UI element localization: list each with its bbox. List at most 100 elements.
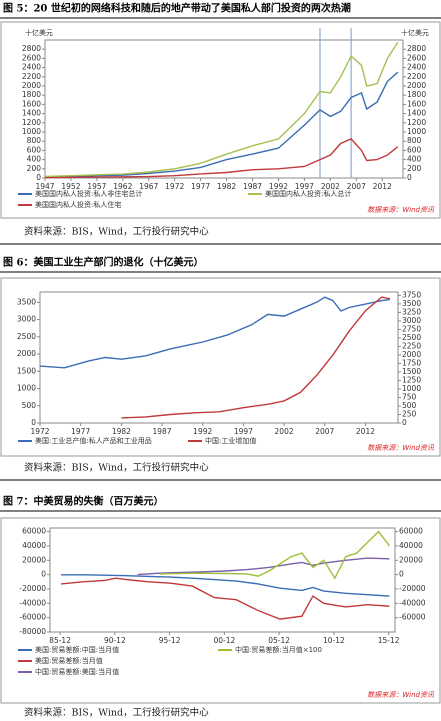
x-tick-label: 15-12: [378, 636, 400, 645]
y2-tick-label: 600: [407, 145, 422, 154]
y2-tick-label: 400: [407, 155, 422, 164]
series-line: [61, 574, 390, 597]
y2-tick-label: 250: [402, 409, 417, 418]
y-tick-label: 2500: [17, 332, 36, 341]
legend-label: 美国国内私人投资:私人总计: [265, 189, 351, 198]
y-tick-label: 1800: [22, 90, 41, 99]
x-tick-label: 90-12: [104, 636, 126, 645]
x-tick-label: 1967: [139, 182, 158, 191]
y2-tick-label: 3750: [402, 290, 421, 299]
y-tick-label: 2800: [22, 44, 41, 53]
x-tick-label: 1957: [87, 182, 106, 191]
note: 资料来源：BIS，Wind，工行投行研究中心: [24, 707, 209, 719]
y-tick-label: 0: [41, 570, 46, 579]
chart-frame: [0, 21, 441, 219]
legend-label: 中国:工业增加值: [205, 436, 256, 445]
y-tick-label: 60000: [22, 527, 46, 536]
y2-tick-label: 3500: [402, 299, 421, 308]
y2-tick-label: 2800: [407, 44, 426, 53]
y2-tick-label: 750: [402, 392, 417, 401]
y-tick-label: -80000: [19, 627, 46, 636]
x-tick-label: 1972: [165, 182, 184, 191]
y2-tick-label: 2200: [407, 72, 426, 81]
x-tick-label: 1992: [193, 427, 212, 436]
figure-title: 图 6：美国工业生产部门的退化（十亿美元）: [3, 256, 203, 269]
y2-tick-label: 0: [402, 418, 407, 427]
x-tick-label: 2012: [356, 427, 375, 436]
y2-tick-label: -60000: [399, 613, 426, 622]
x-tick-label: 1987: [152, 427, 171, 436]
legend-label: 美国国内私人投资:私人住宅: [35, 200, 121, 209]
figure-title: 图 5：20 世纪初的网络科技和随后的地产带动了美国私人部门投资的两次热潮: [3, 2, 351, 15]
y-tick-label: 200: [27, 164, 42, 173]
legend-label: 中国:贸易差额:美国:当月值: [35, 667, 119, 676]
y-tick-label: 500: [22, 401, 37, 410]
y2-tick-label: 1200: [407, 118, 426, 127]
x-tick-label: 1962: [113, 182, 132, 191]
y-tick-label: 3500: [17, 297, 36, 306]
x-tick-label: 1977: [191, 182, 210, 191]
y2-tick-label: 1750: [402, 358, 421, 367]
legend-label: 美国:工业总产值:私人产品和工业用品: [35, 436, 152, 445]
y2-tick-label: 2750: [402, 324, 421, 333]
y2-tick-label: 1250: [402, 375, 421, 384]
y-tick-label: 2000: [22, 81, 41, 90]
y-tick-label: -60000: [19, 613, 46, 622]
plot-frame: [39, 291, 399, 424]
y2-tick-label: 1000: [407, 127, 426, 136]
y2-tick-label: 200: [407, 164, 422, 173]
y-tick-label: 1200: [22, 118, 41, 127]
y2-tick-label: 2400: [407, 63, 426, 72]
source: 数据来源：Wind资讯: [367, 206, 435, 214]
y-tick-label: 2000: [17, 349, 36, 358]
y2-tick-label: 60000: [399, 527, 423, 536]
y2-tick-label: 1600: [407, 99, 426, 108]
y-tick-label: 1000: [17, 384, 36, 393]
source: 数据来源：Wind资讯: [367, 691, 435, 699]
x-tick-label: 1997: [234, 427, 253, 436]
x-tick-label: 1982: [112, 427, 131, 436]
x-tick-label: 85-12: [49, 636, 71, 645]
y2-tick-label: 500: [402, 401, 417, 410]
y2-tick-label: 800: [407, 136, 422, 145]
y2-unit: 十亿美元: [401, 28, 429, 37]
y-tick-label: 0: [31, 418, 36, 427]
series-line: [60, 577, 390, 620]
y2-tick-label: -40000: [399, 598, 426, 607]
x-tick-label: 95-12: [159, 636, 181, 645]
plot-frame: [49, 527, 396, 633]
legend-label: 美国:贸易差额:当月值: [35, 656, 103, 665]
series-line: [137, 557, 390, 576]
x-tick-label: 10-12: [323, 636, 345, 645]
y2-tick-label: 3000: [402, 316, 421, 325]
figure-title: 图 7：中美贸易的失衡（百万美元）: [3, 495, 163, 508]
x-tick-label: 2002: [275, 427, 294, 436]
y2-tick-label: 3250: [402, 307, 421, 316]
x-tick-label: 1947: [35, 182, 54, 191]
y2-tick-label: 2600: [407, 53, 426, 62]
series-line: [121, 296, 391, 419]
x-tick-label: 2002: [321, 182, 340, 191]
y-tick-label: 1500: [17, 366, 36, 375]
source: 数据来源：Wind资讯: [367, 444, 435, 452]
y2-tick-label: 2500: [402, 333, 421, 342]
plot-frame: [44, 39, 404, 179]
y-tick-label: 1600: [22, 99, 41, 108]
x-tick-label: 1982: [217, 182, 236, 191]
y-tick-label: 1400: [22, 109, 41, 118]
chart-frame: [0, 517, 441, 704]
note: 资料来源：BIS，Wind，工行投行研究中心: [24, 226, 209, 238]
y2-tick-label: 1000: [402, 384, 421, 393]
y2-tick-label: 1800: [407, 90, 426, 99]
y2-tick-label: -20000: [399, 584, 426, 593]
x-tick-label: 00-12: [213, 636, 235, 645]
y2-tick-label: 2000: [402, 350, 421, 359]
x-tick-label: 1987: [243, 182, 262, 191]
series-line: [44, 41, 399, 178]
y-tick-label: 20000: [22, 555, 46, 564]
series-line: [39, 296, 390, 369]
y-tick-label: 3000: [17, 315, 36, 324]
series-line: [44, 71, 399, 178]
y-tick-label: 800: [27, 136, 42, 145]
